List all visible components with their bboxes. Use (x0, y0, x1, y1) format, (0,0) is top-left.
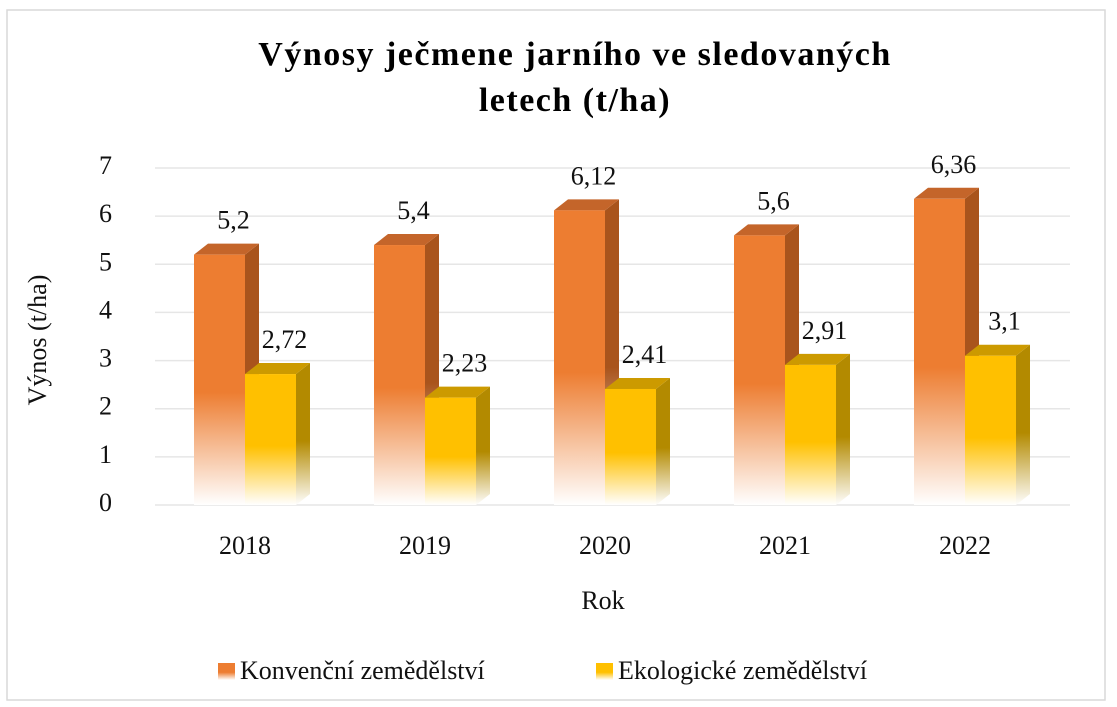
bar (554, 210, 605, 505)
bar-side (836, 353, 850, 505)
x-tick-label: 2018 (219, 531, 271, 560)
y-tick-label: 3 (99, 344, 112, 373)
y-tick-label: 1 (99, 440, 112, 469)
x-axis-label: Rok (581, 586, 624, 615)
bar (734, 235, 785, 505)
data-label: 2,23 (442, 349, 488, 378)
bar-side (1016, 344, 1030, 505)
y-tick-label: 6 (99, 199, 112, 228)
legend-label: Konvenční zemědělství (240, 656, 485, 685)
bar (374, 245, 425, 505)
bar (245, 374, 296, 505)
bar-top (425, 386, 490, 398)
x-tick-label: 2020 (579, 531, 631, 560)
data-label: 5,6 (757, 186, 790, 215)
bar (605, 388, 656, 505)
data-label: 3,1 (988, 307, 1021, 336)
data-label: 5,2 (217, 206, 250, 235)
bar-top (374, 234, 439, 246)
bar (965, 355, 1016, 505)
y-tick-label: 7 (99, 151, 112, 180)
bar-top (245, 363, 310, 375)
chart-title: Výnosy ječmene jarního ve sledovaných le… (258, 36, 892, 119)
legend-marker (596, 663, 613, 680)
bar (914, 198, 965, 505)
bar-side (656, 377, 670, 505)
x-tick-label: 2022 (939, 531, 991, 560)
bar-top (194, 243, 259, 255)
data-label: 2,91 (802, 316, 848, 345)
data-label: 5,4 (397, 196, 430, 225)
bar (425, 397, 476, 505)
bar (785, 364, 836, 505)
legend-label: Ekologické zemědělství (618, 656, 867, 685)
y-tick-label: 4 (99, 295, 112, 324)
bar-top (914, 187, 979, 199)
y-tick-label: 2 (99, 392, 112, 421)
bar-top (785, 353, 850, 365)
data-label: 2,72 (262, 325, 308, 354)
y-axis-label: Výnos (t/ha) (23, 275, 52, 406)
data-label: 6,36 (931, 150, 977, 179)
data-label: 2,41 (622, 340, 668, 369)
legend-marker (218, 663, 235, 680)
bar-top (605, 377, 670, 389)
y-tick-label: 0 (99, 488, 112, 517)
bar-top (734, 224, 799, 236)
bar-side (476, 386, 490, 505)
bar-side (296, 363, 310, 505)
bar (194, 254, 245, 505)
x-tick-label: 2019 (399, 531, 451, 560)
data-label: 6,12 (571, 161, 617, 190)
bar-top (965, 344, 1030, 356)
x-tick-label: 2021 (759, 531, 811, 560)
y-tick-label: 5 (99, 247, 112, 276)
bar-top (554, 199, 619, 211)
